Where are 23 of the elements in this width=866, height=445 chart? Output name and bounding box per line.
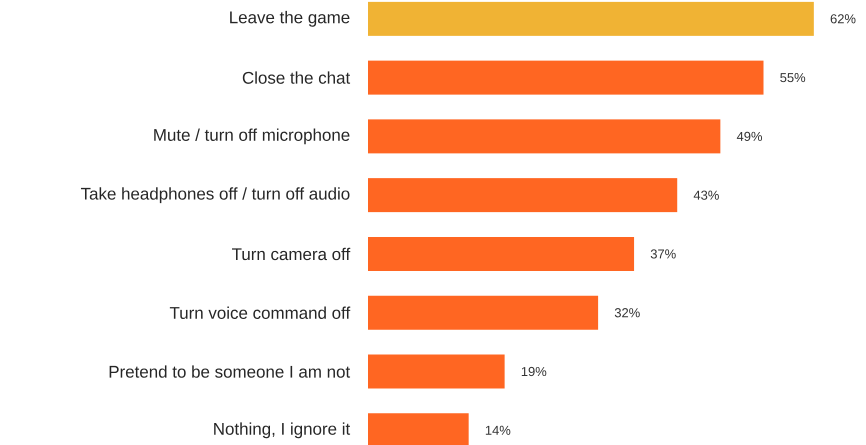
bar [368,2,814,36]
data-label: 19% [522,366,546,376]
bar [368,354,505,389]
bar [368,236,634,271]
data-label: 62% [830,14,856,24]
y-tick-label: Close the chat [242,71,350,84]
bar [368,296,598,330]
data-label: 32% [614,308,640,318]
y-tick-label: Turn camera off [232,248,350,260]
data-label: 37% [650,249,676,259]
data-label: 49% [736,132,762,141]
y-tick-label: Pretend to be someone I am not [110,365,350,378]
bar [368,60,764,95]
bar [368,119,720,154]
y-tick-label: Leave the game [230,10,350,27]
y-tick-label: Nothing, I ignore it [214,422,350,438]
bar [368,178,678,212]
y-tick-label: Mute / turn off microphone [154,128,350,144]
y-tick-label: Turn voice command off [170,306,350,319]
data-label: 43% [694,190,719,200]
data-label: 14% [486,426,510,435]
data-label: 55% [780,73,806,82]
y-tick-label: Take headphones off / turn off audio [80,187,350,204]
